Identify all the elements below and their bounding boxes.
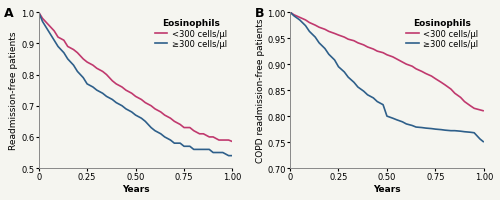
Y-axis label: COPD readmission-free patients: COPD readmission-free patients (256, 19, 264, 163)
X-axis label: Years: Years (122, 184, 150, 193)
Text: B: B (255, 7, 264, 20)
X-axis label: Years: Years (373, 184, 401, 193)
Legend: <300 cells/µl, ≥300 cells/µl: <300 cells/µl, ≥300 cells/µl (404, 17, 479, 51)
Y-axis label: Readmission-free patients: Readmission-free patients (10, 32, 18, 150)
Legend: <300 cells/µl, ≥300 cells/µl: <300 cells/µl, ≥300 cells/µl (153, 17, 228, 51)
Text: A: A (4, 7, 14, 20)
